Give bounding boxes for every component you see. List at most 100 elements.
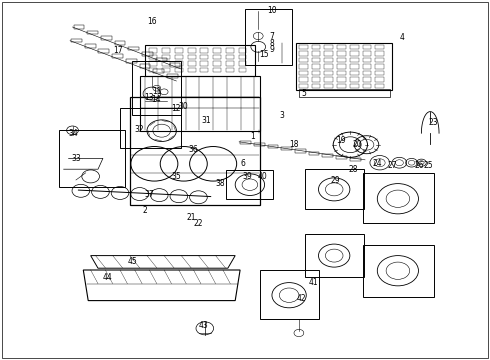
Bar [112,54,123,58]
Bar [170,63,180,67]
Bar [299,89,390,97]
Bar [312,64,320,69]
Text: 33: 33 [71,154,81,163]
Bar [305,234,364,277]
Text: 45: 45 [127,256,137,266]
Bar [240,141,251,144]
Bar [98,49,109,53]
Text: 16: 16 [147,17,157,26]
Bar [175,68,183,72]
Text: 32: 32 [135,125,145,134]
Bar [59,130,125,187]
Bar [226,61,234,66]
Text: 29: 29 [331,176,341,185]
Bar [188,48,196,53]
Bar [226,48,234,53]
Bar [324,51,333,56]
Bar [375,64,384,69]
Text: 22: 22 [194,219,203,228]
Bar [312,84,320,88]
Bar [120,108,181,148]
Bar [149,55,157,59]
Bar [239,68,246,72]
Bar [295,149,306,153]
Text: 31: 31 [201,116,211,125]
Bar [312,71,320,75]
Bar [337,45,346,49]
Bar [296,43,392,90]
Bar [363,51,371,56]
Bar [200,55,208,59]
Text: 8: 8 [270,39,274,48]
Bar [350,58,359,62]
Bar [324,71,333,75]
Text: 42: 42 [296,294,306,303]
Text: 41: 41 [309,278,318,287]
Text: 28: 28 [348,165,358,174]
Bar [226,68,234,72]
Bar [299,45,308,49]
Bar [299,71,308,75]
Text: 15: 15 [259,50,269,59]
Bar [375,45,384,49]
Bar [337,58,346,62]
Bar [337,64,346,69]
Bar [226,55,234,59]
Bar [363,84,371,88]
Text: 19: 19 [336,136,345,145]
Bar [363,173,434,223]
Bar [140,64,150,68]
Text: 44: 44 [103,273,113,282]
Bar [350,64,359,69]
Bar [115,41,125,45]
Text: 5: 5 [301,89,306,98]
Text: 35: 35 [172,172,181,181]
Bar [162,61,170,66]
Bar [140,76,260,131]
Bar [324,58,333,62]
Bar [142,52,153,56]
Text: 7: 7 [270,32,274,41]
Text: 4: 4 [399,33,404,42]
Bar [175,48,183,53]
Bar [128,47,139,50]
Bar [350,84,359,88]
Bar [200,48,208,53]
Text: 20: 20 [353,140,363,149]
Bar [156,58,167,61]
Bar [149,68,157,72]
Bar [363,77,371,82]
Bar [149,61,157,66]
Bar [153,69,164,73]
Bar [375,51,384,56]
Bar [375,71,384,75]
Text: 34: 34 [69,129,78,138]
Bar [299,64,308,69]
Bar [245,9,292,65]
Bar [299,51,308,56]
Bar [305,169,364,209]
Bar [226,170,273,199]
Bar [375,84,384,88]
Bar [213,48,221,53]
Bar [312,45,320,49]
Bar [375,58,384,62]
Text: 24: 24 [372,159,382,168]
Text: 25: 25 [424,161,434,170]
Text: 2: 2 [142,206,147,215]
Bar [200,68,208,72]
Bar [175,61,183,66]
Bar [162,55,170,59]
Bar [239,61,246,66]
Text: 21: 21 [186,213,196,222]
Bar [350,45,359,49]
Bar [239,55,246,59]
Bar [363,71,371,75]
Bar [200,61,208,66]
Bar [188,68,196,72]
Text: 30: 30 [179,102,189,111]
Bar [260,270,318,319]
Bar [299,77,308,82]
Bar [188,55,196,59]
Text: 13: 13 [145,93,154,102]
